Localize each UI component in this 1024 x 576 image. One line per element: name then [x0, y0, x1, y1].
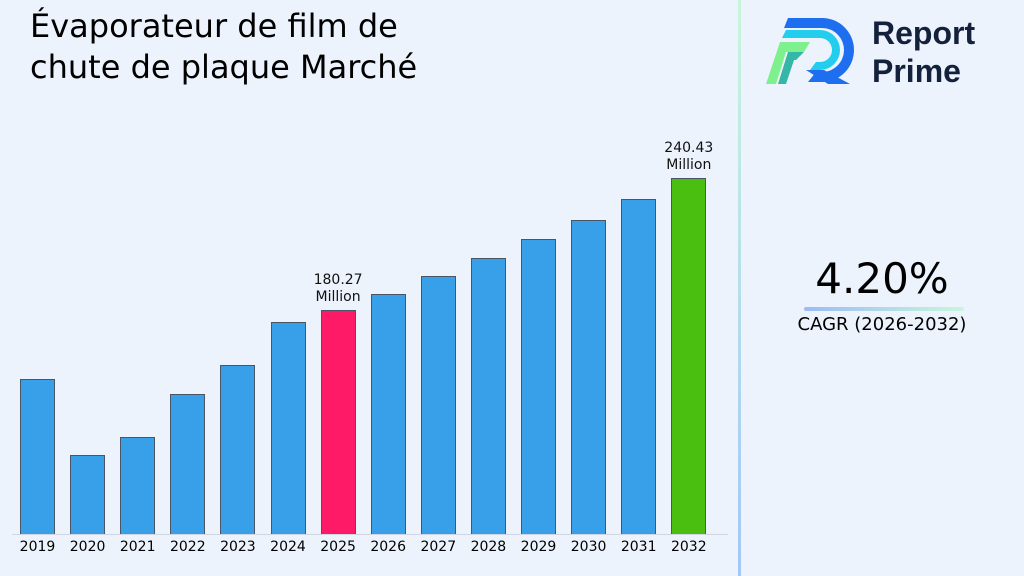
x-tick-label: 2022 [169, 539, 206, 555]
x-tick-label: 2027 [420, 539, 457, 555]
x-tick-label: 2029 [520, 539, 557, 555]
data-label-2032: 240.43 Million [664, 140, 714, 173]
brand-line2: Prime [872, 53, 961, 89]
report-prime-logo: Report Prime [766, 14, 1006, 90]
bar-2019 [20, 379, 55, 534]
bar-2020 [70, 455, 106, 534]
cagr-value: 4.20% [815, 254, 949, 303]
x-tick-label: 2025 [320, 539, 356, 555]
cagr-underline [804, 307, 964, 311]
bar-2022 [170, 394, 206, 534]
divider [738, 0, 741, 576]
x-tick-label: 2028 [470, 539, 507, 555]
bar-2029 [521, 239, 556, 534]
x-tick-label: 2023 [220, 539, 256, 555]
x-tick-label: 2030 [570, 539, 607, 555]
x-tick-label: 2032 [670, 539, 707, 555]
bar-2026 [370, 294, 406, 534]
bar-2030 [571, 220, 607, 534]
logo-r-icon [766, 18, 854, 84]
x-tick-label: 2020 [69, 539, 106, 555]
bar-2032 [671, 178, 707, 534]
x-tick-label: 2024 [270, 539, 306, 555]
x-tick-label: 2026 [370, 539, 406, 555]
bar-chart: 2019 2020 2021 2022 2023 2024 2025 180.27 Millio… [12, 140, 728, 555]
page-title: Évaporateur de film de chute de plaque M… [30, 7, 418, 86]
bar-2025 [320, 310, 356, 534]
cagr-label: CAGR (2026-2032) [797, 314, 967, 335]
data-label-2025: 180.27 Million [313, 272, 363, 305]
x-tick-label: 2031 [620, 539, 657, 555]
bar-2023 [220, 365, 256, 534]
x-tick-label: 2021 [119, 539, 156, 555]
x-axis-line [12, 534, 728, 535]
bar-2027 [420, 276, 456, 534]
bar-2024 [270, 322, 306, 534]
brand-name: Report Prime [872, 14, 975, 90]
bar-2031 [621, 199, 657, 534]
bar-2028 [470, 258, 506, 534]
x-tick-label: 2019 [19, 539, 56, 555]
bar-2021 [120, 437, 156, 534]
brand-line1: Report [872, 15, 976, 51]
